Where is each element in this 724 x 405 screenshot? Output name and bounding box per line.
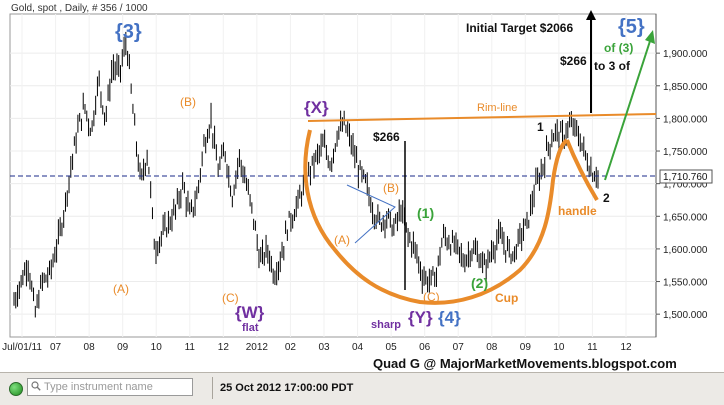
label-sharp: sharp — [371, 319, 401, 331]
cup-curve — [303, 129, 569, 305]
rim-line — [307, 113, 657, 122]
label-wave-4: {4} — [438, 308, 461, 327]
x-tick-label: 03 — [318, 342, 330, 353]
x-tick-label: 05 — [386, 342, 398, 353]
label-initial-target: Initial Target $2066 — [466, 21, 573, 35]
projection-arrow-head — [645, 30, 655, 44]
label-266-top: $266 — [560, 54, 587, 68]
label-a-1: (A) — [113, 282, 129, 296]
status-bar: 25 Oct 2012 17:00:00 PDT — [0, 372, 724, 405]
price-candles — [13, 31, 599, 318]
y-tick-label: 1,550.000 — [663, 278, 708, 289]
label-green-1: (1) — [417, 205, 434, 221]
label-to-3-of: to 3 of — [594, 59, 631, 73]
divider — [212, 377, 213, 399]
x-tick-label: 07 — [50, 342, 62, 353]
y-tick-label: 1,800.000 — [663, 114, 708, 125]
x-tick-label: 10 — [553, 342, 565, 353]
label-b-2: (B) — [383, 181, 399, 195]
y-tick-label: 1,600.000 — [663, 245, 708, 256]
label-c-2: (C) — [423, 290, 440, 304]
label-wave-y: {Y} — [408, 308, 433, 327]
last-price-label: 1,710.760 — [663, 172, 708, 183]
x-axis: Jul/01/11 07 08 09 10 11 12 2012 02 03 04 05 06 07 08 0… — [2, 342, 632, 353]
label-handle: handle — [558, 204, 597, 218]
handle-curve — [565, 139, 599, 202]
label-266-mid: $266 — [373, 130, 400, 144]
label-b-1: (B) — [180, 95, 196, 109]
x-tick-label: 08 — [84, 342, 96, 353]
last-price-box — [659, 169, 713, 184]
x-tick-label: 02 — [285, 342, 297, 353]
projection-arrow — [604, 37, 652, 181]
label-wave-x: {X} — [304, 98, 329, 117]
y-tick-label: 1,750.000 — [663, 147, 708, 158]
label-a-2: (A) — [334, 233, 350, 247]
x-tick-label: Jul/01/11 — [2, 342, 42, 353]
target-arrow-head — [586, 10, 596, 20]
x-tick-label: 12 — [620, 342, 632, 353]
label-wave-w: {W} — [235, 303, 265, 322]
triangle-pattern — [346, 184, 396, 244]
rim-line-label: Rim-line — [477, 102, 517, 114]
x-tick-label: 11 — [587, 342, 598, 353]
label-green-2: (2) — [471, 275, 488, 291]
label-two: 2 — [603, 191, 610, 205]
search-icon — [31, 381, 41, 391]
y-tick-label: 1,700.000 — [663, 180, 708, 191]
x-tick-label: 08 — [486, 342, 498, 353]
x-tick-label: 09 — [117, 342, 129, 353]
chart-credit: Quad G @ MajorMarketMovements.blogspot.c… — [373, 356, 677, 371]
y-tick-label: 1,500.000 — [663, 310, 708, 321]
label-cup: Cup — [495, 291, 518, 305]
y-tick-label: 1,850.000 — [663, 82, 708, 93]
x-tick-label: 07 — [453, 342, 465, 353]
label-wave-3: {3} — [115, 21, 142, 43]
x-tick-label: 12 — [218, 342, 230, 353]
label-wave-5: {5} — [618, 16, 645, 38]
gold-price-chart: Gold, spot , Daily, # 356 / 1000 1,500.0… — [2, 3, 713, 371]
x-tick-label: 04 — [352, 342, 364, 353]
x-tick-label: 09 — [520, 342, 532, 353]
chart-datetime: 25 Oct 2012 17:00:00 PDT — [220, 382, 354, 394]
label-flat: flat — [242, 322, 259, 334]
x-tick-label: 11 — [185, 342, 196, 353]
x-tick-label: 10 — [151, 342, 163, 353]
connection-status-icon — [9, 382, 23, 396]
x-tick-label: 2012 — [246, 342, 269, 353]
label-c-1: (C) — [222, 291, 239, 305]
y-tick-label: 1,650.000 — [663, 212, 708, 223]
y-tick-label: 1,900.000 — [663, 49, 708, 60]
x-tick-label: 06 — [419, 342, 431, 353]
instrument-search-box[interactable] — [27, 378, 193, 396]
y-axis: 1,500.000 1,550.000 1,600.000 1,650.000 1,70… — [656, 49, 708, 321]
label-of-3: of (3) — [604, 41, 633, 55]
chart-header: Gold, spot , Daily, # 356 / 1000 — [11, 3, 148, 14]
instrument-search-input[interactable] — [44, 380, 190, 394]
label-one: 1 — [537, 120, 544, 134]
